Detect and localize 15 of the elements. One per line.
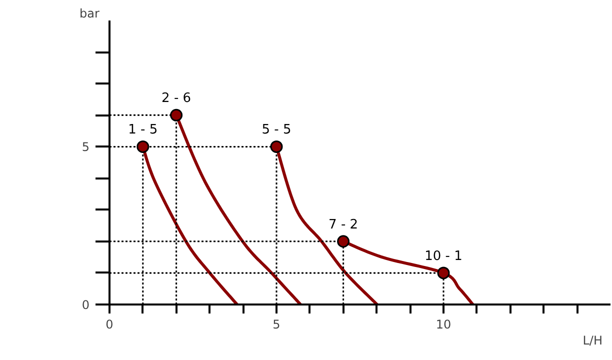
x-axis-title: L/H [582, 334, 603, 348]
point [270, 140, 283, 153]
annotation: 1 - 5 [128, 122, 158, 138]
y-axis-title: bar [80, 6, 100, 20]
point [437, 266, 450, 280]
annotation: 5 - 5 [262, 122, 292, 138]
x-tick-label: 0 [106, 318, 114, 332]
point [136, 140, 150, 153]
x-tick-label: 10 [436, 318, 452, 332]
point [170, 108, 183, 122]
annotation: 7 - 2 [328, 217, 358, 232]
annotation: 2 - 6 [162, 91, 192, 106]
annotation: 10 - 1 [424, 248, 462, 264]
point [337, 235, 350, 248]
x-tick-label: 5 [272, 318, 280, 332]
